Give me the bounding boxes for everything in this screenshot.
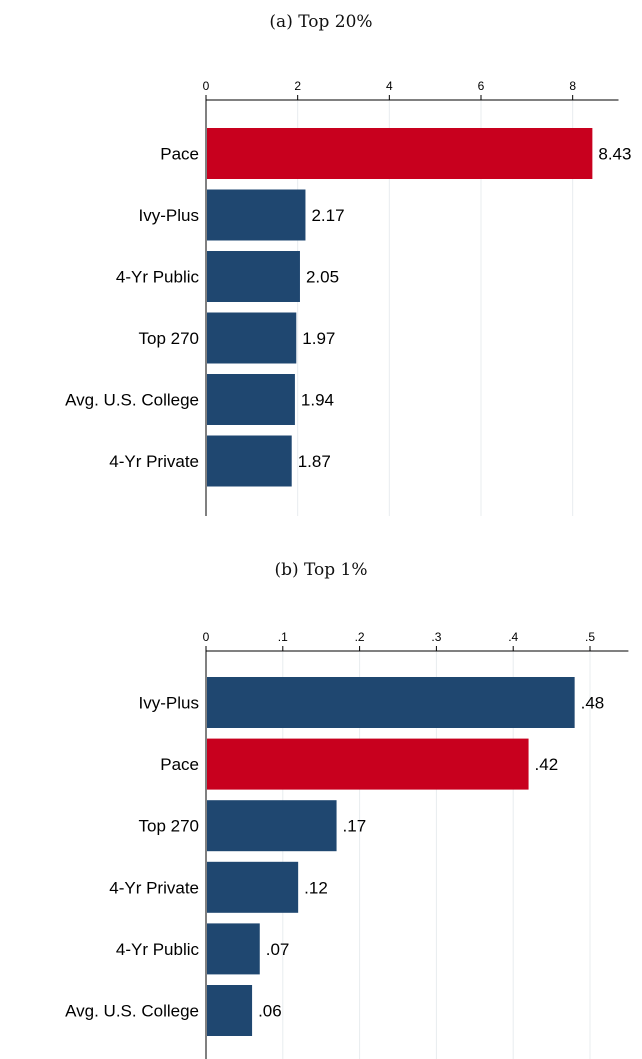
x-tick-label: .3 <box>431 630 441 644</box>
category-label: 4-Yr Private <box>109 878 199 897</box>
bar <box>207 800 337 851</box>
x-tick-label: 8 <box>569 79 576 93</box>
bar <box>207 436 292 487</box>
bar <box>207 677 575 728</box>
data-label: .12 <box>304 878 328 897</box>
x-tick-label: .5 <box>585 630 595 644</box>
data-label: 8.43 <box>598 145 631 164</box>
x-tick-label: 0 <box>203 630 210 644</box>
category-label: Pace <box>160 145 199 164</box>
x-tick-label: 4 <box>386 79 393 93</box>
bar <box>207 374 295 425</box>
category-label: 4-Yr Public <box>116 268 200 287</box>
bar <box>207 251 300 302</box>
chart-panel-top-20: (a) Top 20% 0 2 4 6 8 Pace 8.43 Ivy-Plus 2.17 4-Y… <box>0 0 642 540</box>
chart-panel-top-1: (b) Top 1% 0.1.2.3.4.5 Ivy-Plus .48 Pace .42… <box>0 560 642 1059</box>
category-label: Top 270 <box>139 817 200 836</box>
category-label: Pace <box>160 755 199 774</box>
x-tick-label: 2 <box>294 79 301 93</box>
data-label: .07 <box>266 940 290 959</box>
x-tick-label: .4 <box>508 630 518 644</box>
bar <box>207 862 298 913</box>
data-label: 2.17 <box>311 206 344 225</box>
bar <box>207 128 592 179</box>
data-label: 1.94 <box>301 391 334 410</box>
category-label: Avg. U.S. College <box>65 391 199 410</box>
category-label: Ivy-Plus <box>139 694 199 713</box>
bar <box>207 985 252 1036</box>
category-label: Top 270 <box>139 329 200 348</box>
bar <box>207 739 529 790</box>
category-label: Avg. U.S. College <box>65 1002 199 1021</box>
data-label: 1.97 <box>302 329 335 348</box>
data-label: .42 <box>535 755 559 774</box>
bar <box>207 313 296 364</box>
data-label: .48 <box>581 694 605 713</box>
bar-chart-top-1: 0 .1 .2 .3 .4 .5 Ivy-Plus .48 Pace .42 Top 270 .17 4… <box>0 560 642 1059</box>
data-label: 1.87 <box>298 452 331 471</box>
x-tick-label: .2 <box>355 630 365 644</box>
data-label: 2.05 <box>306 268 339 287</box>
x-tick-label: .1 <box>278 630 288 644</box>
data-label: .06 <box>258 1002 282 1021</box>
x-tick-label: 6 <box>478 79 485 93</box>
bar <box>207 190 305 241</box>
bar-chart-top-20: 0 2 4 6 8 Pace 8.43 Ivy-Plus 2.17 4-Yr Public 2.05… <box>0 0 642 540</box>
category-label: Ivy-Plus <box>139 206 199 225</box>
bar <box>207 923 260 974</box>
category-label: 4-Yr Private <box>109 452 199 471</box>
x-tick-label: 0 <box>203 79 210 93</box>
data-label: .17 <box>343 817 367 836</box>
category-label: 4-Yr Public <box>116 940 200 959</box>
